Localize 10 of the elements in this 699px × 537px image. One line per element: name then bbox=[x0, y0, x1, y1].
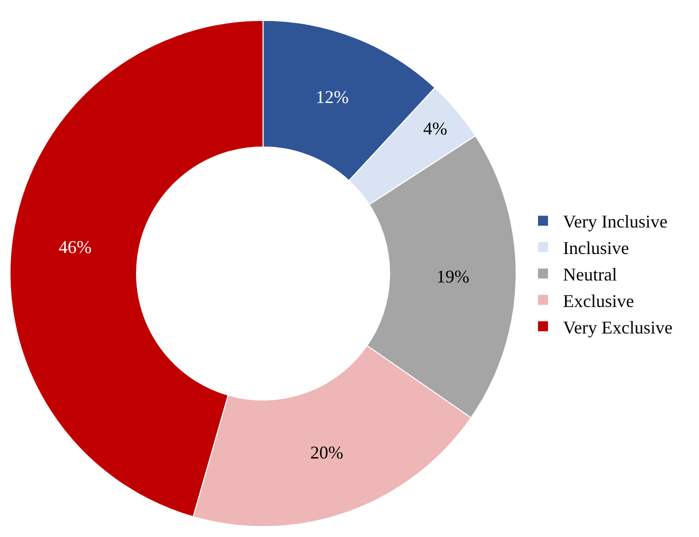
legend-label: Inclusive bbox=[563, 238, 629, 258]
data-label: 19% bbox=[436, 266, 470, 286]
data-label: 4% bbox=[423, 118, 448, 138]
data-label: 12% bbox=[316, 86, 349, 107]
data-label: 20% bbox=[310, 442, 344, 462]
legend-label: Neutral bbox=[563, 264, 617, 285]
legend-label: Exclusive bbox=[563, 290, 634, 311]
legend-label: Very Inclusive bbox=[563, 212, 668, 232]
data-label: 46% bbox=[58, 237, 92, 258]
legend-label: Very Exclusive bbox=[563, 317, 672, 338]
